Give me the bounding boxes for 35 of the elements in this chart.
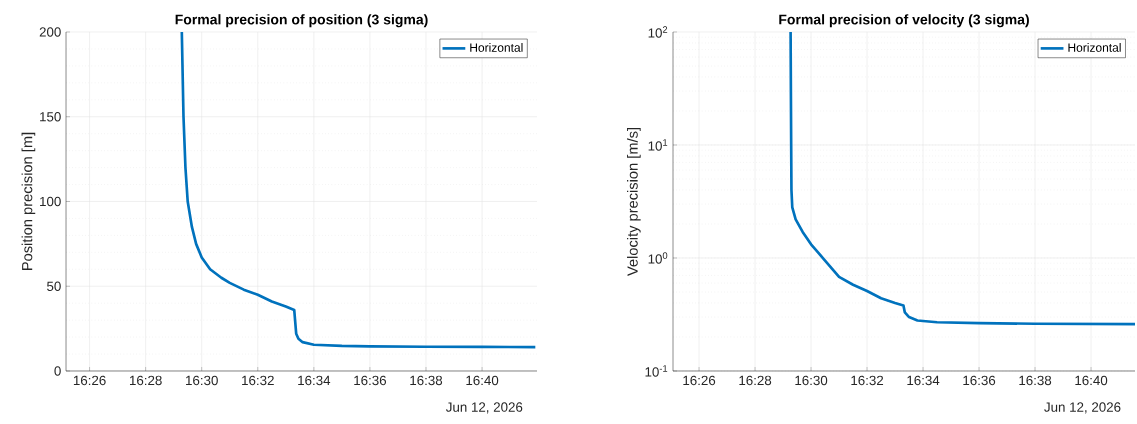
x-tick-label: 16:40 bbox=[1075, 375, 1108, 386]
y-tick-label: 150 bbox=[40, 112, 61, 122]
x-tick-label: 16:30 bbox=[795, 375, 828, 386]
text: Jun 12, 2026 bbox=[1044, 402, 1121, 414]
y-tick-label: 50 bbox=[47, 281, 61, 291]
legend-label: Horizontal bbox=[470, 43, 523, 52]
text: Jun 12, 2026 bbox=[445, 402, 523, 414]
chart-title: Formal precision of position (3 sigma) bbox=[175, 14, 428, 28]
y-tick-label: 100 bbox=[40, 196, 61, 207]
x-tick-label: 16:26 bbox=[683, 375, 716, 386]
y-tick-label: 10$^{0}$ bbox=[648, 252, 668, 264]
x-tick-label: 16:28 bbox=[739, 375, 772, 386]
y-tick-label: 200 bbox=[39, 27, 61, 37]
x-tick-label: 16:32 bbox=[242, 375, 274, 386]
line-series bbox=[789, 32, 1135, 326]
y-tick-label: 10$^{2}$ bbox=[648, 26, 668, 38]
y-tick-label: 0 bbox=[54, 366, 61, 376]
legend-label: Horizontal bbox=[1068, 43, 1121, 52]
y-tick-label: 10$^{1}$ bbox=[648, 139, 668, 151]
line-series bbox=[180, 31, 537, 349]
y-axis-title: Velocity precision [m/s] bbox=[627, 127, 641, 277]
x-tick-label: 16:28 bbox=[129, 375, 162, 386]
chart-title: Formal precision of velocity (3 sigma) bbox=[779, 14, 1029, 28]
x-tick-label: 16:36 bbox=[963, 375, 996, 386]
x-tick-label: 16:38 bbox=[410, 375, 443, 386]
x-tick-label: 16:40 bbox=[466, 375, 499, 386]
x-tick-label: 16:30 bbox=[186, 375, 218, 386]
x-tick-label: 16:32 bbox=[851, 375, 884, 386]
x-tick-label: 16:34 bbox=[907, 375, 940, 386]
x-tick-label: 16:34 bbox=[298, 375, 331, 386]
x-tick-label: 16:26 bbox=[73, 375, 106, 386]
x-tick-label: 16:38 bbox=[1019, 375, 1052, 386]
y-tick-label: 10$^{-1}$ bbox=[645, 365, 668, 377]
x-tick-label: 16:36 bbox=[354, 375, 387, 386]
y-axis-title: Position precision [m] bbox=[21, 132, 36, 270]
